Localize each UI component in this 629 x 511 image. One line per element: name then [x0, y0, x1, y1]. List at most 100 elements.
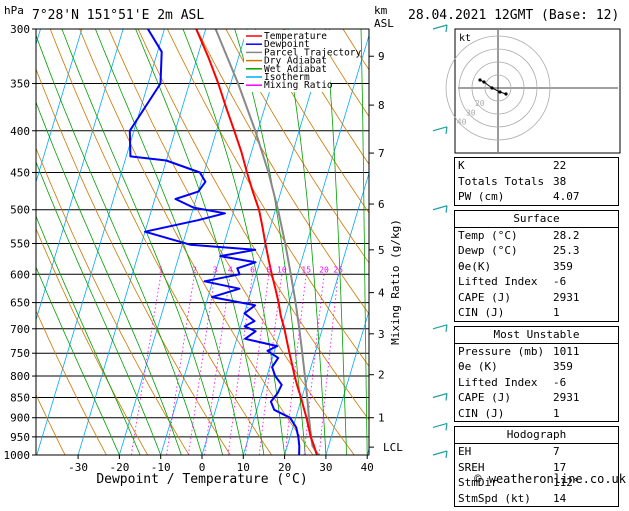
wind-barb-stem — [433, 451, 447, 455]
mixing-ratio-line — [167, 274, 195, 455]
hodograph-point — [478, 78, 481, 81]
hodograph-point — [490, 86, 493, 89]
hodograph-ring-label: 30 — [466, 108, 476, 117]
pressure-tick-label: 700 — [10, 323, 30, 336]
hodo-value: 7 — [553, 444, 615, 460]
hodograph-point — [482, 80, 485, 83]
altitude-tick-label: 7 — [378, 147, 385, 160]
surface-value: -6 — [553, 274, 615, 290]
pressure-tick-label: 750 — [10, 347, 30, 360]
mixing-ratio-label: 10 — [277, 265, 287, 274]
index-value: 4.07 — [553, 189, 615, 205]
mu-label: CAPE (J) — [458, 390, 511, 406]
mu-row: θe (K) 359 — [455, 359, 618, 375]
temperature-tick-label: -30 — [68, 461, 88, 474]
surface-row: Dewp (°C)25.3 — [455, 243, 618, 259]
mu-value: 2931 — [553, 390, 615, 406]
surface-value: 1 — [553, 305, 615, 321]
temperature-line — [196, 29, 317, 455]
pressure-tick-label: 850 — [10, 391, 30, 404]
mixing-ratio-label: 8 — [266, 265, 271, 274]
hodograph-unit: kt — [459, 33, 471, 44]
wind-barb-stem — [433, 393, 447, 397]
surface-title: Surface — [455, 211, 618, 228]
hodograph-frame — [455, 29, 620, 153]
altitude-tick-label: 4 — [378, 287, 385, 300]
hodo-label: StmSpd (kt) — [458, 491, 531, 507]
hodo-label: StmDir — [458, 475, 498, 491]
lcl-label: LCL — [383, 441, 403, 454]
surface-value: 359 — [553, 259, 615, 275]
hodo-label: SREH — [458, 460, 485, 476]
altitude-tick-label: 6 — [378, 198, 385, 211]
dry-adiabat-line — [50, 29, 271, 455]
altitude-tick-label: 1 — [378, 412, 385, 425]
wet-adiabat-line — [361, 29, 367, 455]
wind-barb-stem — [433, 423, 447, 427]
mixing-ratio-label: 6 — [250, 265, 255, 274]
wind-barb-stem — [433, 325, 447, 329]
pressure-tick-label: 800 — [10, 370, 30, 383]
wind-barb-flag — [446, 325, 447, 332]
pressure-tick-label: 450 — [10, 166, 30, 179]
mu-label: CIN (J) — [458, 406, 504, 422]
mixing-ratio-label: 15 — [301, 265, 311, 274]
altitude-tick-label: 9 — [378, 50, 385, 63]
legend-label: Mixing Ratio — [264, 80, 333, 91]
dry-adiabat-line — [197, 29, 478, 455]
altitude-tick-label: 2 — [378, 369, 385, 382]
wet-adiabat-line — [326, 29, 347, 455]
pressure-tick-label: 600 — [10, 268, 30, 281]
mixing-ratio-label: 2 — [192, 265, 197, 274]
wind-barb-flag — [446, 451, 447, 458]
pressure-tick-label: 900 — [10, 412, 30, 425]
index-label: K — [458, 158, 465, 174]
wind-barb-flag — [446, 393, 447, 400]
index-value: 38 — [553, 174, 615, 190]
mu-label: θe (K) — [458, 359, 498, 375]
hodo-value: 14 — [553, 491, 615, 507]
surface-value: 28.2 — [553, 228, 615, 244]
isotherm-line — [37, 29, 165, 455]
mixing-ratio-label: 4 — [228, 265, 233, 274]
wind-barb-flag — [446, 25, 447, 32]
wind-barb-flag — [446, 127, 447, 134]
wind-barb-stem — [433, 127, 447, 131]
hodograph-point — [498, 90, 501, 93]
mu-label: Lifted Index — [458, 375, 537, 391]
surface-row: Lifted Index -6 — [455, 274, 618, 290]
hodo-label: EH — [458, 444, 471, 460]
pressure-tick-label: 1000 — [4, 449, 31, 462]
surface-label: Dewp (°C) — [458, 243, 518, 259]
hodograph-ring-label: 40 — [457, 117, 467, 126]
pressure-tick-label: 950 — [10, 431, 30, 444]
surface-label: CIN (J) — [458, 305, 504, 321]
mu-label: Pressure (mb) — [458, 344, 544, 360]
wind-barb-stem — [433, 206, 447, 210]
surface-label: Lifted Index — [458, 274, 537, 290]
pressure-tick-label: 400 — [10, 125, 30, 138]
hodograph-table-title: Hodograph — [455, 427, 618, 444]
mixing-ratio-label: 3 — [213, 265, 218, 274]
mixing-ratio-label: 25 — [333, 265, 343, 274]
mixing-ratio-label: 1 — [159, 265, 164, 274]
surface-row: θe(K)359 — [455, 259, 618, 275]
hodo-value: 112° — [553, 475, 615, 491]
mixing-ratio-line — [319, 274, 338, 455]
altitude-tick-label: 5 — [378, 244, 385, 257]
mu-row: Pressure (mb)1011 — [455, 344, 618, 360]
surface-label: CAPE (J) — [458, 290, 511, 306]
surface-row: Temp (°C)28.2 — [455, 228, 618, 244]
mixing-ratio-line — [205, 274, 231, 455]
pressure-tick-label: 500 — [10, 204, 30, 217]
pressure-tick-label: 550 — [10, 237, 30, 250]
mu-value: 359 — [553, 359, 615, 375]
mu-value: -6 — [553, 375, 615, 391]
dry-adiabat-line — [21, 29, 230, 455]
index-row-pw: PW (cm)4.07 — [455, 189, 618, 205]
wind-barbs — [433, 25, 447, 458]
